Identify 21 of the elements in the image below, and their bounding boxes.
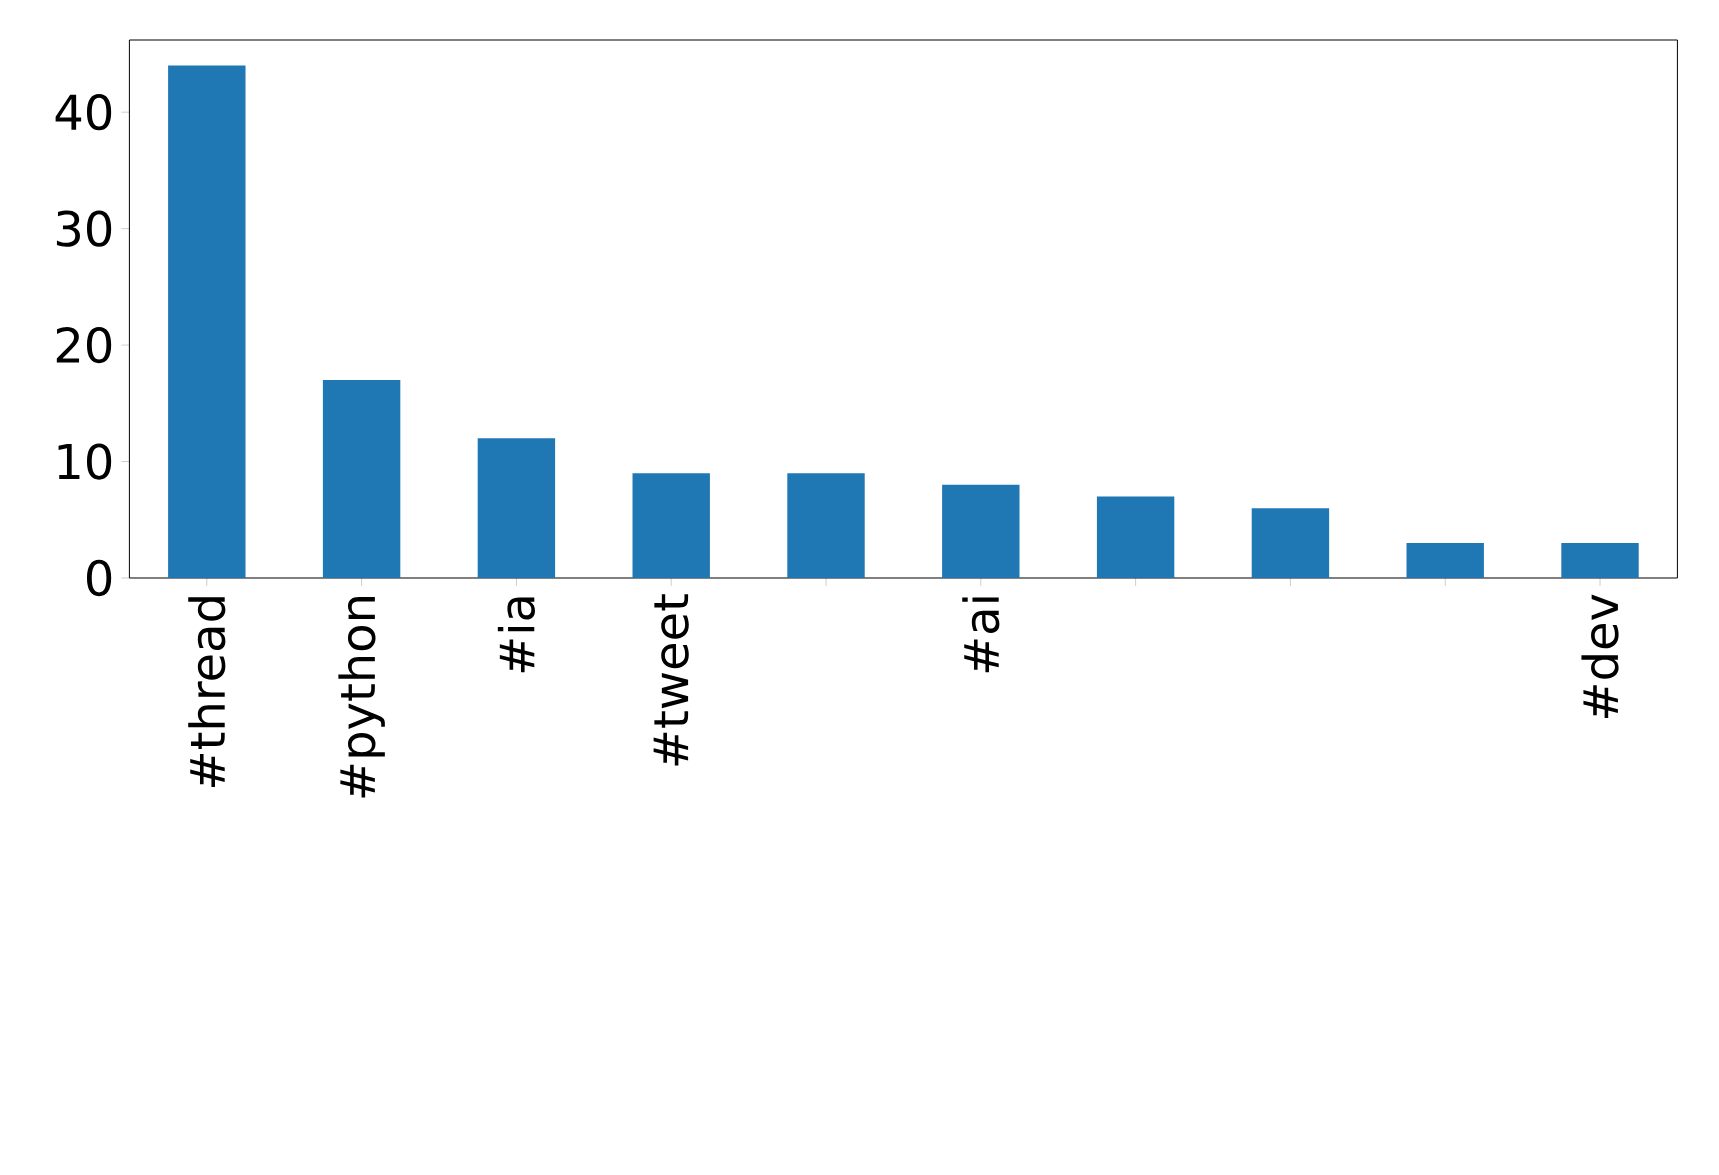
- y-tick-label: 40: [55, 94, 112, 131]
- bar: [1406, 543, 1484, 578]
- bar: [168, 65, 246, 578]
- bar: [787, 473, 865, 578]
- y-tick-label: 30: [56, 210, 112, 247]
- y-tick-label: 0: [86, 559, 112, 597]
- y-tick-label: 20: [56, 326, 112, 364]
- bar: [1096, 496, 1175, 578]
- x-tick-label: #thread: [188, 597, 226, 787]
- bar: [632, 473, 710, 578]
- bar: [942, 484, 1020, 578]
- x-tick-label: #tweet: [653, 594, 689, 766]
- bar: [322, 380, 401, 578]
- x-tick-label: #dev: [1581, 594, 1619, 718]
- y-tick-label: 10: [58, 443, 112, 480]
- x-tick-label: #ia: [497, 597, 535, 673]
- bar: [1561, 543, 1639, 578]
- x-tick-label: #ai: [962, 597, 1000, 673]
- bar: [477, 438, 556, 578]
- x-tick-label: #python: [338, 597, 385, 798]
- bar: [1251, 508, 1330, 578]
